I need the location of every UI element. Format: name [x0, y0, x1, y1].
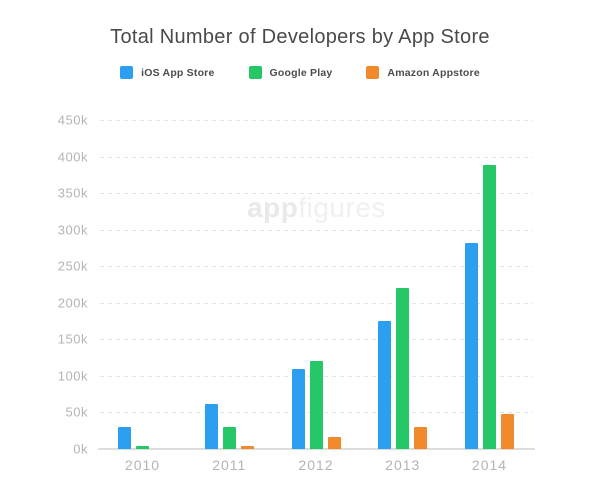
y-axis-label-250k: 250k: [57, 258, 88, 274]
gridline-250k: [100, 266, 533, 268]
legend-label-ios-app-store: iOS App Store: [141, 66, 215, 79]
legend-item-ios-app-store: iOS App Store: [120, 66, 214, 79]
y-axis-label-200k: 200k: [57, 295, 88, 311]
chart-title: Total Number of Developers by App Store: [110, 26, 490, 48]
bar-google-play-2012: [309, 361, 323, 449]
legend-item-google-play: Google Play: [248, 66, 333, 79]
legend-label-amazon-appstore: Amazon Appstore: [387, 66, 480, 79]
bar-amazon-appstore-2011: [240, 446, 254, 449]
bar-amazon-appstore-2012: [327, 436, 341, 449]
gridline-300k: [100, 229, 533, 231]
x-axis-label-2010: 2010: [124, 457, 161, 473]
bar-group-2013: [378, 120, 428, 449]
bar-group-2010: [118, 120, 167, 449]
y-axis-label-350k: 350k: [57, 185, 88, 201]
y-axis-label-450k: 450k: [57, 112, 88, 128]
bar-group-2011: [204, 120, 254, 449]
bar-group-2012: [291, 120, 341, 449]
gridline-350k: [100, 193, 533, 195]
legend-swatch-ios-app-store: [120, 66, 134, 79]
bar-ios-app-store-2010: [118, 427, 131, 449]
gridline-400k: [100, 156, 533, 158]
y-axis-label-150k: 150k: [57, 331, 88, 347]
gridline-200k: [100, 302, 533, 304]
x-axis-label-2013: 2013: [385, 457, 421, 473]
y-axis-label-100k: 100k: [57, 368, 88, 384]
gridline-450k: [100, 120, 533, 121]
bar-amazon-appstore-2014: [501, 413, 514, 449]
gridline-150k: [100, 339, 533, 341]
bar-group-2014: [465, 120, 514, 449]
y-axis-label-0k: 0k: [73, 441, 88, 457]
bar-google-play-2011: [222, 427, 236, 449]
bar-ios-app-store-2011: [204, 403, 218, 449]
bar-google-play-2010: [136, 446, 149, 449]
x-axis-label-2014: 2014: [471, 457, 508, 473]
y-axis-label-50k: 50k: [65, 404, 88, 420]
bar-google-play-2013: [396, 288, 410, 449]
x-axis-label-2012: 2012: [298, 457, 334, 473]
plot-area: 450k 400k 350k 300k 250k 200k 150k 100k 50k 0k: [58, 113, 535, 457]
legend-item-amazon-appstore: Amazon Appstore: [366, 66, 480, 79]
bar-ios-app-store-2013: [378, 321, 392, 449]
legend-swatch-google-play: [248, 66, 262, 79]
legend: iOS App Store Google Play Amazon Appstore: [0, 66, 600, 79]
x-axis-label-2011: 2011: [212, 457, 247, 473]
y-axis-label-300k: 300k: [57, 222, 88, 238]
legend-swatch-amazon-appstore: [366, 66, 380, 79]
legend-label-google-play: Google Play: [269, 66, 333, 79]
bar-ios-app-store-2012: [291, 368, 305, 449]
y-axis-label-400k: 400k: [57, 149, 88, 165]
bar-ios-app-store-2014: [465, 242, 478, 449]
bar-amazon-appstore-2013: [414, 427, 428, 449]
bar-google-play-2014: [483, 165, 496, 449]
x-axis-line: [98, 448, 535, 450]
